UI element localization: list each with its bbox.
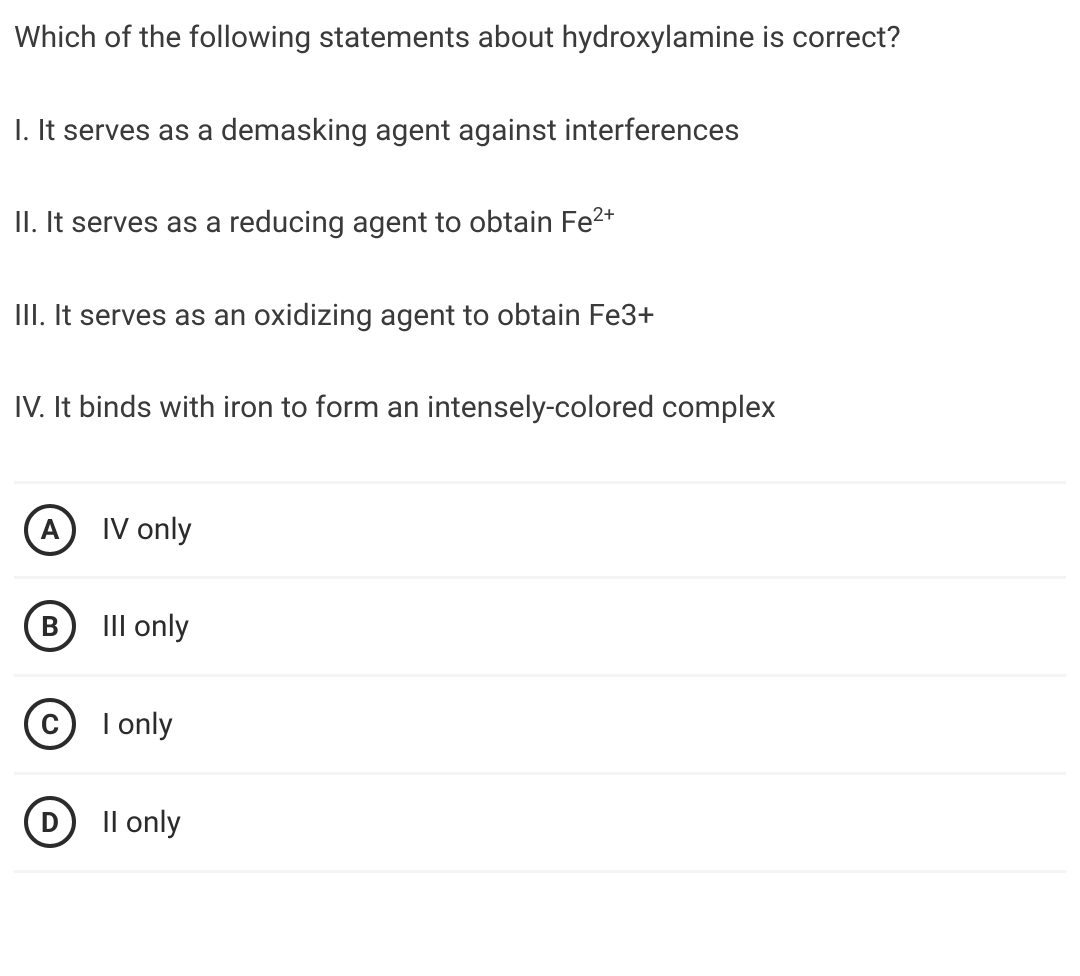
statement-2-pre: II. It serves as a reducing agent to obt… [14,205,593,240]
question-prompt: Which of the following statements about … [14,18,1066,59]
option-a-text: IV only [102,512,192,547]
option-c-text: I only [102,707,173,742]
statement-1-pre: I. It serves as a demasking agent agains… [14,113,740,148]
statement-2: II. It serves as a reducing agent to obt… [14,203,1066,244]
statement-1: I. It serves as a demasking agent agains… [14,111,1066,152]
option-b-letter: B [24,600,76,652]
option-d[interactable]: D II only [14,775,1066,873]
option-b[interactable]: B III only [14,579,1066,677]
option-c[interactable]: C I only [14,677,1066,775]
statement-3: III. It serves as an oxidizing agent to … [14,296,1066,337]
option-b-text: III only [102,609,189,644]
statement-4-pre: IV. It binds with iron to form an intens… [14,390,776,425]
statement-3-pre: III. It serves as an oxidizing agent to … [14,298,654,333]
option-d-letter: D [24,796,76,848]
option-a[interactable]: A IV only [14,481,1066,579]
option-c-letter: C [24,698,76,750]
statement-4: IV. It binds with iron to form an intens… [14,388,1066,429]
option-d-text: II only [102,805,181,840]
question-container: Which of the following statements about … [0,0,1080,873]
statement-2-sup: 2+ [593,203,615,226]
options-list: A IV only B III only C I only D II only [14,481,1066,873]
option-a-letter: A [24,504,76,556]
